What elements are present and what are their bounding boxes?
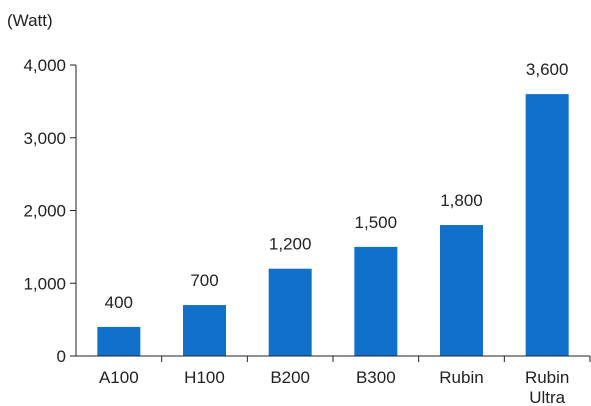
bar	[440, 225, 483, 356]
data-label: 700	[190, 271, 218, 290]
bar	[183, 305, 226, 356]
bar	[525, 94, 569, 356]
data-label: 1,500	[355, 213, 398, 232]
bar	[97, 326, 141, 356]
x-category-label: Rubin	[525, 368, 569, 387]
data-label: 1,200	[269, 235, 312, 254]
data-label: 400	[105, 293, 133, 312]
y-tick-label: 3,000	[23, 129, 66, 148]
bar	[354, 246, 398, 356]
bars	[97, 94, 569, 356]
x-category-label: B300	[356, 368, 396, 387]
data-labels: 400 700 1,200 1,500 1,800 3,600	[105, 60, 569, 312]
data-label: 1,800	[440, 191, 483, 210]
y-axis: 0 1,000 2,000 3,000 4,000	[23, 56, 77, 366]
x-category-label: B200	[270, 368, 310, 387]
x-category-label: Rubin	[439, 368, 483, 387]
y-tick-label: 1,000	[23, 274, 66, 293]
y-axis-unit-label: (Watt)	[7, 11, 53, 30]
x-category-label: Ultra	[529, 388, 565, 406]
x-category-label: A100	[99, 368, 139, 387]
y-tick-label: 2,000	[23, 202, 66, 221]
data-label: 3,600	[526, 60, 569, 79]
y-tick-label: 4,000	[23, 56, 66, 75]
bar	[268, 268, 312, 356]
y-tick-label: 0	[57, 347, 66, 366]
x-category-label: H100	[184, 368, 225, 387]
